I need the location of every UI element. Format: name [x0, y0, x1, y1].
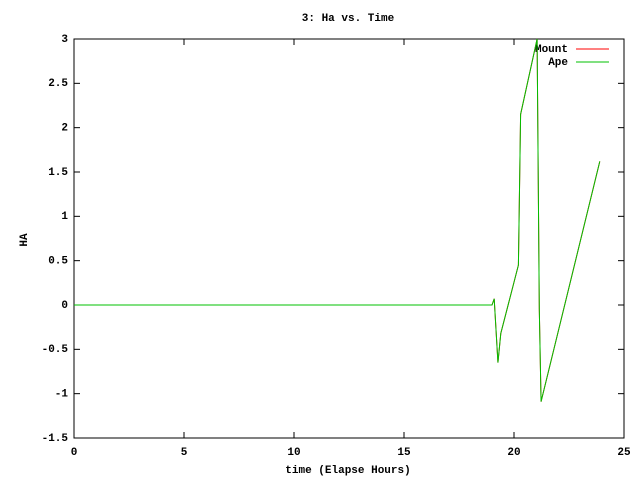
y-tick-label: -1.5: [42, 433, 69, 445]
y-tick-label: 0.5: [48, 256, 68, 268]
x-tick-label: 20: [507, 447, 520, 459]
x-tick-label: 25: [617, 447, 631, 459]
y-tick-label: -1: [55, 389, 69, 401]
x-tick-label: 5: [181, 447, 188, 459]
y-tick-label: 1: [61, 211, 68, 223]
legend-label: Ape: [548, 57, 568, 69]
x-tick-label: 10: [287, 447, 300, 459]
series-line: [74, 38, 601, 402]
y-axis-label: HA: [19, 233, 31, 247]
y-tick-label: 1.5: [48, 167, 68, 179]
x-tick-label: 15: [397, 447, 411, 459]
y-tick-label: -0.5: [42, 344, 69, 356]
y-tick-label: 2: [61, 123, 68, 135]
chart-title: 3: Ha vs. Time: [302, 13, 395, 25]
y-tick-label: 3: [61, 34, 68, 46]
y-tick-label: 0: [61, 300, 68, 312]
y-tick-label: 2.5: [48, 78, 68, 90]
x-tick-label: 0: [71, 447, 78, 459]
legend-label: Mount: [535, 44, 568, 56]
x-axis-label: time (Elapse Hours): [285, 465, 410, 477]
plot-frame: [73, 38, 625, 439]
